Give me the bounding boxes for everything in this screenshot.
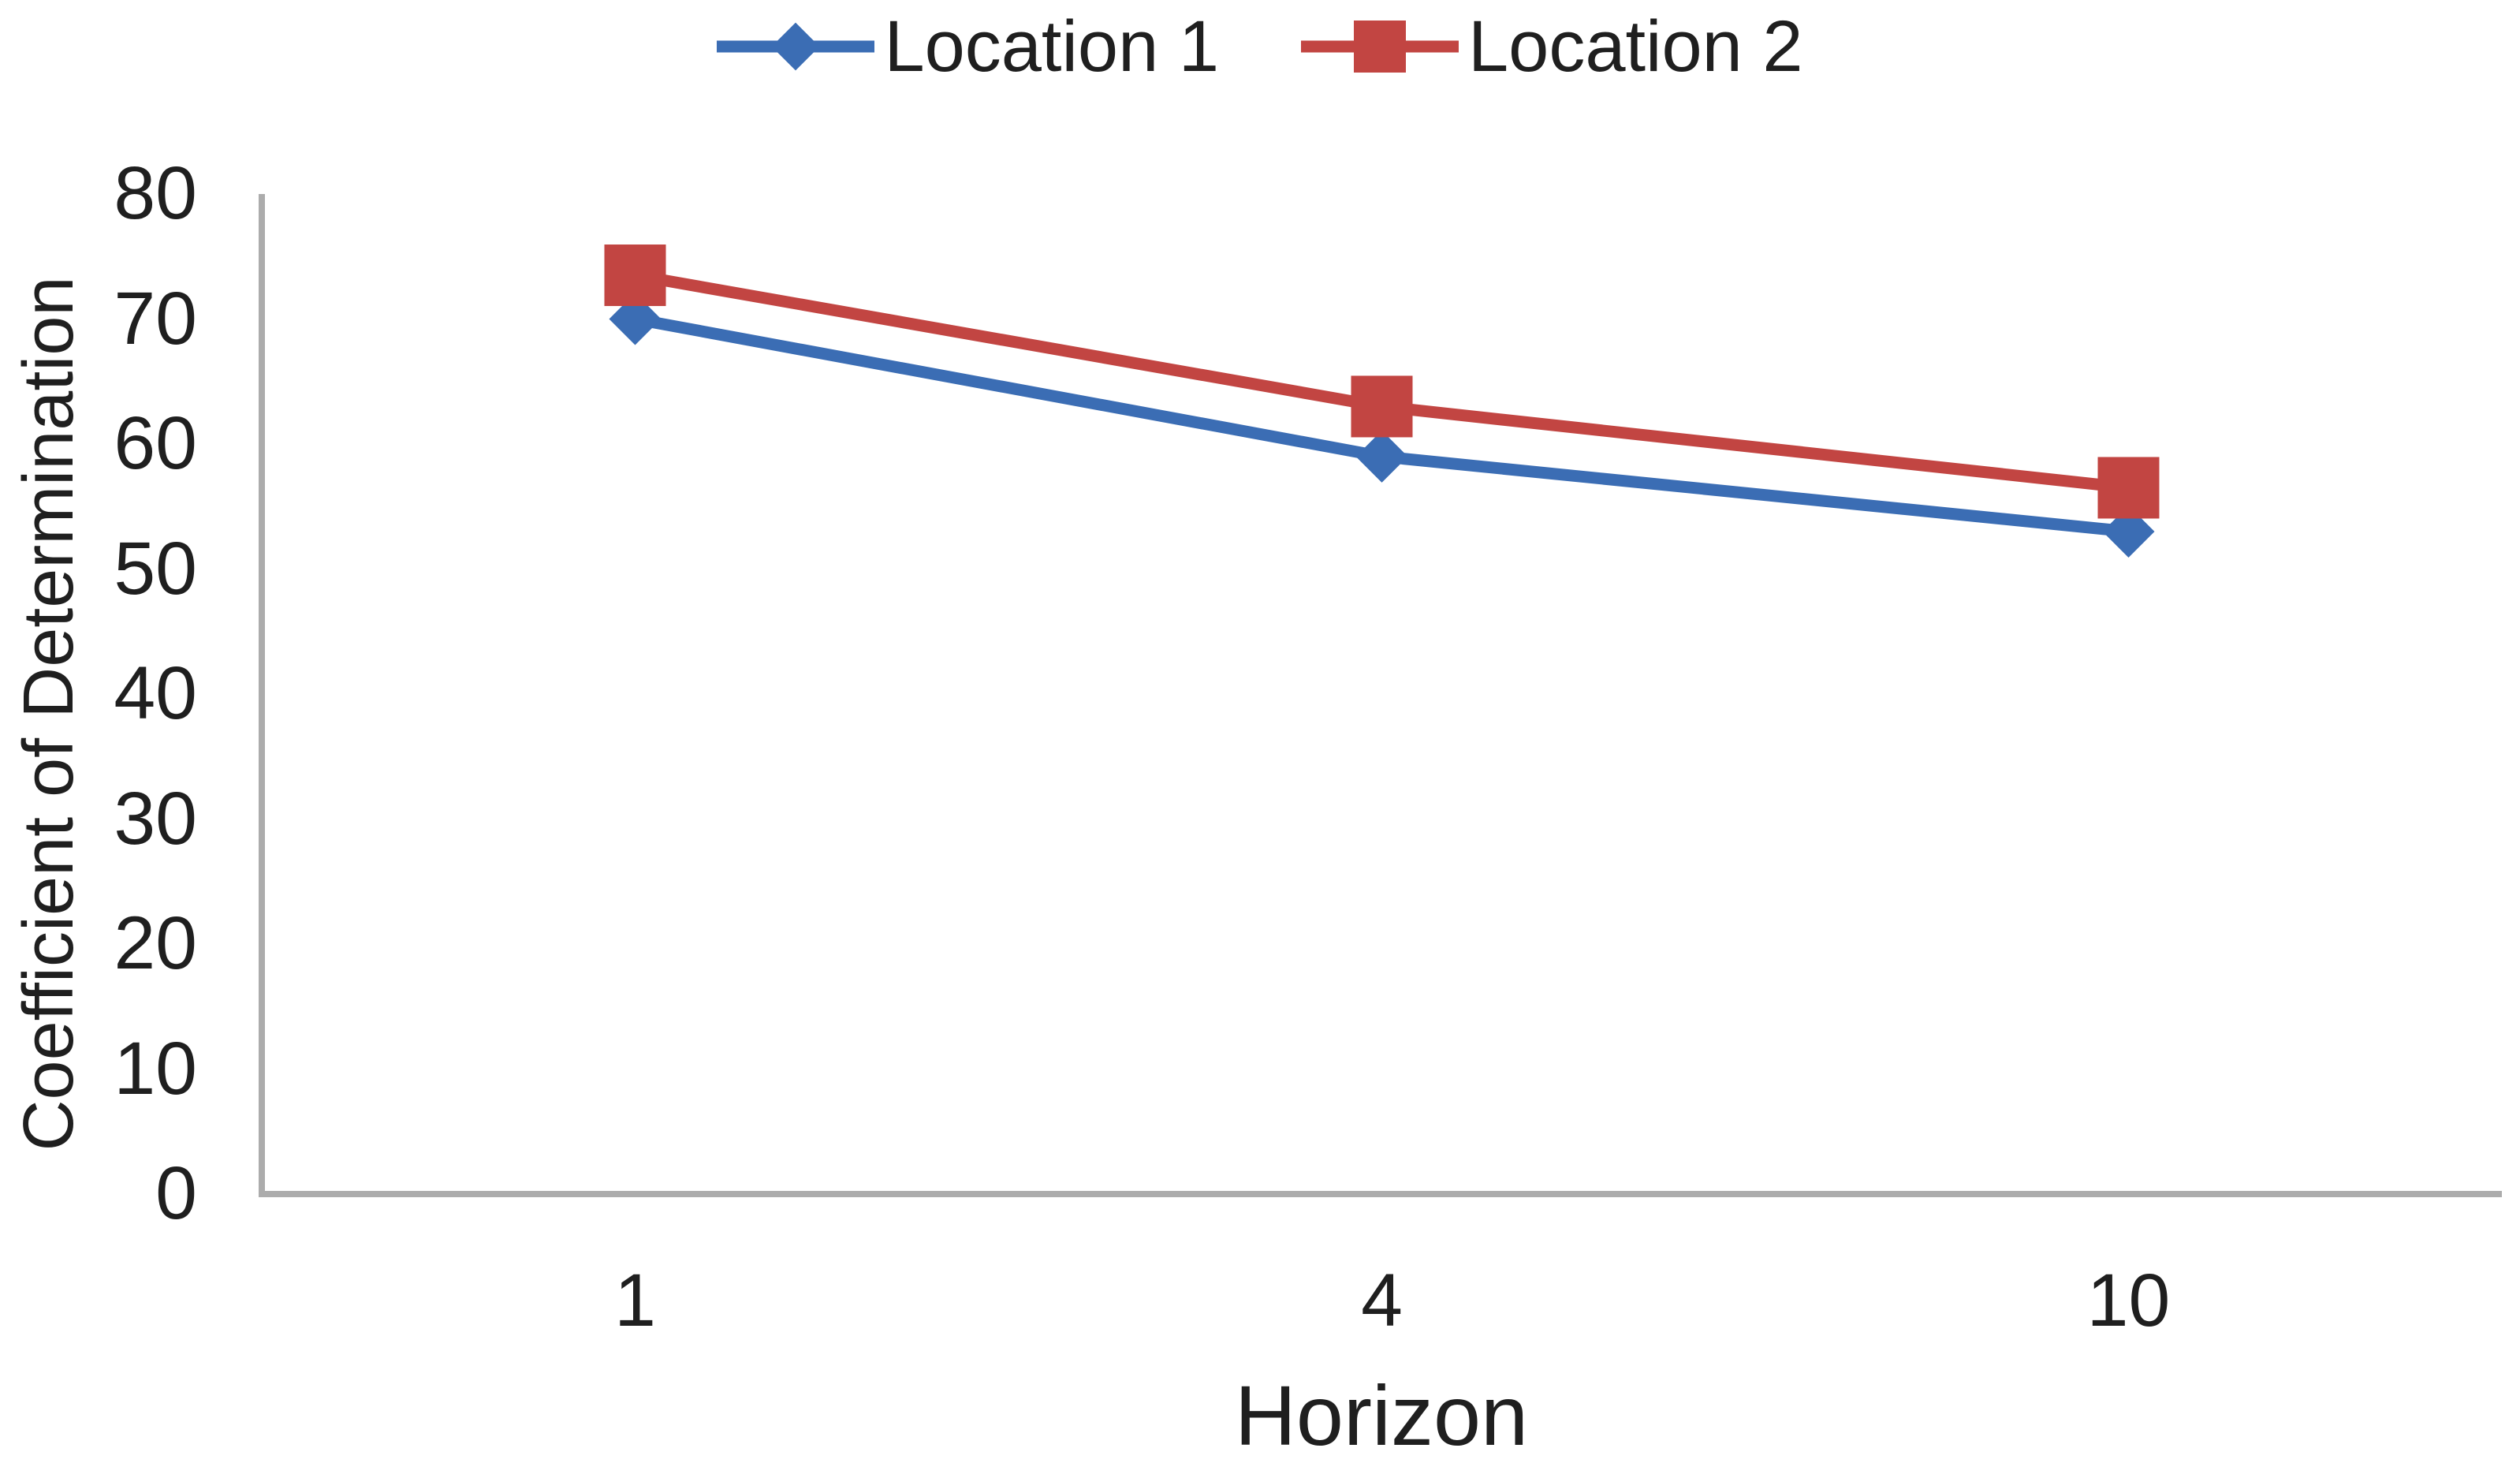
- y-tick-label: 40: [114, 651, 197, 735]
- y-axis-line: [259, 194, 265, 1197]
- square-data-point: [2097, 457, 2160, 519]
- legend-item-location-2: Location 2: [1301, 0, 1803, 93]
- legend-swatch-location-2: [1301, 0, 1459, 93]
- y-tick-label: 70: [114, 276, 197, 360]
- y-tick-label: 50: [114, 526, 197, 610]
- legend-item-location-1: Location 1: [717, 0, 1219, 93]
- square-data-point: [604, 244, 666, 307]
- x-tick-label: 4: [1361, 1259, 1403, 1342]
- x-tick-label: 10: [2086, 1259, 2171, 1342]
- diamond-data-point: [1355, 430, 1408, 483]
- legend-swatch-location-1: [717, 0, 875, 93]
- y-tick-label: 0: [155, 1151, 197, 1235]
- legend-label-location-1: Location 1: [884, 6, 1219, 87]
- x-axis-title: Horizon: [1234, 1368, 1529, 1463]
- y-tick-label: 30: [114, 776, 197, 860]
- x-axis-line: [259, 1191, 2502, 1197]
- y-tick-label: 10: [114, 1026, 197, 1110]
- legend-label-location-2: Location 2: [1468, 6, 1803, 87]
- chart-legend: Location 1 Location 2: [0, 0, 2520, 93]
- square-data-point: [1351, 375, 1413, 438]
- y-tick-label: 60: [114, 401, 197, 485]
- square-marker-icon: [1354, 21, 1406, 73]
- y-tick-label: 80: [114, 151, 197, 235]
- y-tick-label: 20: [114, 901, 197, 985]
- x-tick-label: 1: [614, 1259, 656, 1342]
